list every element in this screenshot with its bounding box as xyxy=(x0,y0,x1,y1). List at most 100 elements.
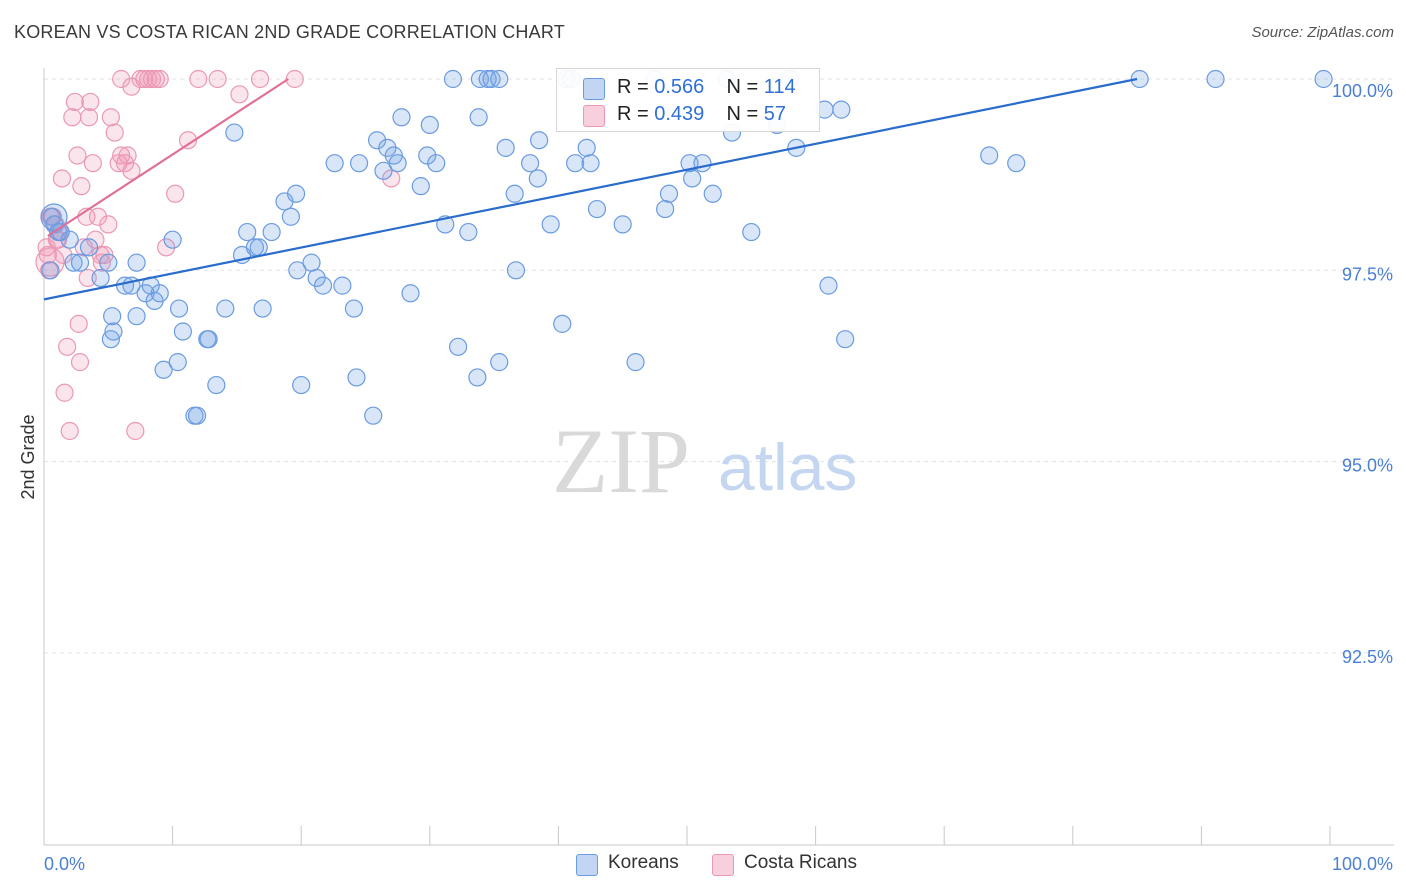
korean-point xyxy=(459,222,478,242)
costa-rican-point xyxy=(142,69,162,89)
korean-point xyxy=(980,146,999,165)
korean-point xyxy=(1130,69,1149,89)
x-tick-label-max: 100.0% xyxy=(1332,854,1393,874)
korean-point xyxy=(528,169,547,188)
legend-r-value: 0.439 xyxy=(654,103,705,125)
korean-point xyxy=(506,261,526,280)
korean-point xyxy=(40,203,68,231)
korean-point xyxy=(349,154,369,173)
y-tick-label: 95.0% xyxy=(1342,456,1393,476)
korean-point xyxy=(1314,69,1333,89)
korean-point xyxy=(173,322,192,341)
costa-rican-point xyxy=(52,169,72,188)
costa-rican-point xyxy=(250,69,270,89)
korean-point xyxy=(168,353,187,372)
korean-point xyxy=(521,154,540,173)
costa-rican-trend-line xyxy=(47,78,289,237)
koreans-label: Koreans xyxy=(608,852,679,873)
legend-r-label: R = xyxy=(617,76,655,98)
costa-rican-point xyxy=(72,177,91,196)
korean-point xyxy=(468,368,487,387)
korean-point xyxy=(262,222,281,242)
legend-swatch-costa-ricans xyxy=(583,105,605,127)
costa-rican-point xyxy=(68,146,87,165)
y-tick-label: 97.5% xyxy=(1342,264,1393,284)
korean-point xyxy=(313,276,333,295)
costa-rican-point xyxy=(146,69,165,89)
korean-point xyxy=(836,330,855,349)
korean-point xyxy=(333,276,352,295)
axes xyxy=(43,68,1394,846)
korean-point xyxy=(1206,69,1225,89)
gridlines xyxy=(44,78,1394,654)
korean-point xyxy=(401,284,420,303)
costa-rican-point xyxy=(166,184,185,203)
korean-point xyxy=(249,238,268,257)
korean-point xyxy=(482,69,501,89)
korean-point xyxy=(127,307,146,326)
watermark-zip: ZIP xyxy=(552,410,690,512)
costa-rican-point xyxy=(208,69,227,89)
korean-point xyxy=(703,184,722,203)
costa-rican-point xyxy=(112,69,131,89)
watermark: ZIP atlas xyxy=(552,410,857,512)
koreans-swatch xyxy=(576,854,598,876)
costa-rican-point xyxy=(118,146,137,165)
legend-r-value: 0.566 xyxy=(654,76,705,98)
legend-swatch-koreans xyxy=(583,78,605,100)
korean-point xyxy=(742,222,761,242)
korean-point xyxy=(1007,154,1026,173)
korean-point xyxy=(613,215,632,234)
costa-rican-point xyxy=(38,245,57,265)
korean-point xyxy=(367,131,387,150)
korean-point xyxy=(325,154,344,173)
costa-rican-point xyxy=(122,161,141,180)
korean-point xyxy=(566,154,585,173)
legend-r-label: R = xyxy=(617,103,655,125)
x-tick-label-min: 0.0% xyxy=(44,854,85,874)
korean-point xyxy=(553,314,572,333)
watermark-atlas: atlas xyxy=(718,430,857,504)
costa-rican-point xyxy=(285,69,304,89)
trend-lines xyxy=(43,77,1138,301)
costa-rican-point xyxy=(63,108,82,127)
y-tick-label: 100.0% xyxy=(1332,81,1393,101)
legend-n-value: 114 xyxy=(763,76,796,98)
korean-point xyxy=(347,368,366,387)
costa-rican-point xyxy=(83,154,102,173)
y-axis-title: 2nd Grade xyxy=(18,414,38,499)
korean-point xyxy=(292,375,311,395)
costa-rican-point xyxy=(230,85,249,104)
costa-rican-point xyxy=(65,92,84,112)
korean-point xyxy=(469,108,488,127)
korean-point xyxy=(99,253,118,272)
costa-rican-point xyxy=(78,268,97,288)
korean-point xyxy=(490,353,509,372)
legend-n-label: N = xyxy=(726,76,764,98)
korean-point xyxy=(70,253,90,272)
korean-point xyxy=(150,284,169,303)
axis-labels: 92.5% 95.0% 97.5% 100.0% 0.0% 100.0% xyxy=(44,81,1393,874)
korean-point xyxy=(187,406,207,425)
costa-ricans-swatch xyxy=(712,854,734,876)
korean-point xyxy=(443,69,463,89)
costa-rican-point xyxy=(55,383,74,402)
korean-point xyxy=(216,299,235,318)
costa-rican-points xyxy=(35,69,401,441)
korean-point xyxy=(832,100,851,119)
stats-legend: R = 0.566 N = 114 R = 0.439 N = 57 xyxy=(556,68,820,132)
korean-point xyxy=(302,253,321,272)
korean-point xyxy=(286,184,306,203)
korean-point xyxy=(496,138,515,157)
korean-point xyxy=(64,253,83,272)
korean-point xyxy=(626,353,645,372)
korean-point xyxy=(163,230,182,249)
costa-rican-point xyxy=(58,337,77,356)
korean-point xyxy=(693,154,712,173)
korean-point xyxy=(281,207,301,226)
korean-point xyxy=(490,69,509,89)
legend-n-label: N = xyxy=(726,103,764,125)
korean-point xyxy=(577,138,596,157)
korean-point xyxy=(103,307,122,326)
